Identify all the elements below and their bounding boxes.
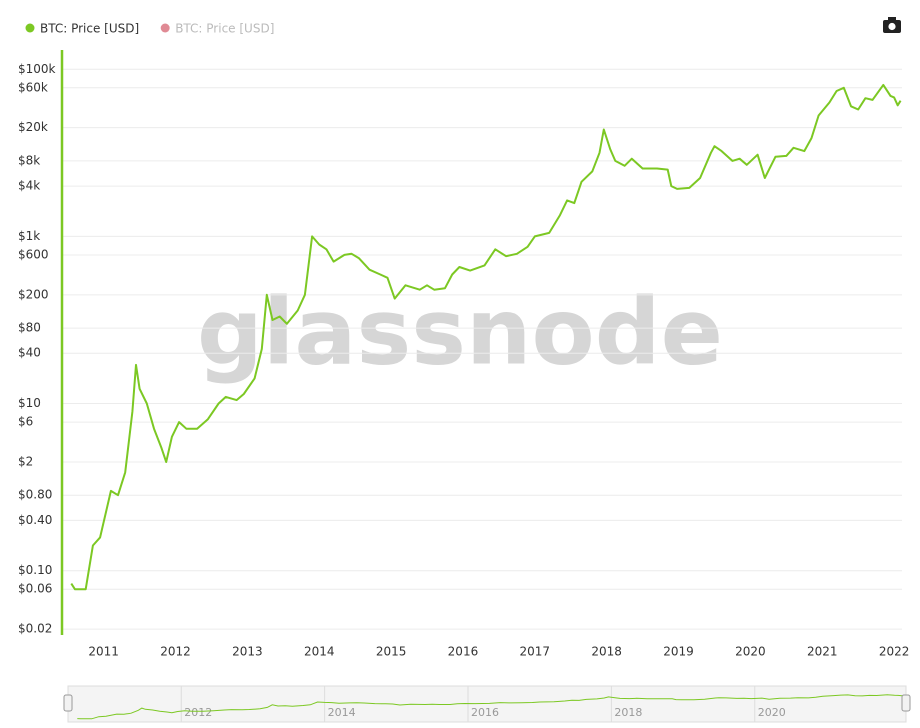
x-tick-label: 2022 — [879, 645, 910, 659]
x-tick-label: 2017 — [520, 645, 551, 659]
navigator-tick-label: 2014 — [328, 706, 356, 719]
y-tick-label: $60k — [18, 80, 48, 94]
legend-label-hidden[interactable]: BTC: Price [USD] — [175, 22, 274, 36]
x-tick-label: 2015 — [376, 645, 407, 659]
price-line — [70, 83, 902, 591]
y-tick-label: $200 — [18, 287, 49, 301]
navigator-handle[interactable] — [901, 694, 911, 712]
x-tick-label: 2020 — [735, 645, 766, 659]
legend-marker-hidden[interactable] — [160, 23, 170, 33]
y-tick-label: $0.06 — [18, 582, 52, 596]
x-tick-label: 2018 — [591, 645, 622, 659]
navigator[interactable] — [67, 685, 907, 723]
x-tick-label: 2013 — [232, 645, 263, 659]
navigator-line — [77, 694, 905, 720]
y-tick-label: $0.10 — [18, 563, 52, 577]
y-tick-label: $2 — [18, 454, 33, 468]
y-tick-label: $1k — [18, 229, 40, 243]
watermark: glassnode — [197, 278, 723, 385]
navigator-tick-label: 2020 — [758, 706, 786, 719]
y-tick-label: $0.40 — [18, 513, 52, 527]
y-tick-label: $8k — [18, 153, 40, 167]
navigator-tick-label: 2018 — [614, 706, 642, 719]
x-tick-label: 2011 — [88, 645, 119, 659]
y-tick-label: $6 — [18, 415, 33, 429]
camera-button[interactable] — [883, 17, 901, 33]
y-tick-label: $80 — [18, 321, 41, 335]
camera-top[interactable] — [888, 17, 896, 21]
y-tick-label: $20k — [18, 120, 48, 134]
y-tick-label: $0.80 — [18, 488, 52, 502]
x-tick-label: 2012 — [160, 645, 191, 659]
x-tick-label: 2014 — [304, 645, 335, 659]
x-tick-label: 2016 — [448, 645, 479, 659]
navigator-tick-label: 2012 — [184, 706, 212, 719]
navigator-tick-label: 2016 — [471, 706, 499, 719]
legend-label[interactable]: BTC: Price [USD] — [40, 22, 139, 36]
y-tick-label: $40 — [18, 346, 41, 360]
y-tick-label: $4k — [18, 179, 40, 193]
camera-lens[interactable] — [888, 22, 896, 31]
y-tick-label: $0.02 — [18, 622, 52, 636]
x-tick-label: 2019 — [663, 645, 694, 659]
y-tick-label: $100k — [18, 62, 56, 76]
y-tick-label: $600 — [18, 247, 49, 261]
x-tick-label: 2021 — [807, 645, 838, 659]
y-tick-label: $10 — [18, 396, 41, 410]
navigator-handle[interactable] — [63, 694, 73, 712]
legend-marker[interactable] — [25, 23, 35, 33]
